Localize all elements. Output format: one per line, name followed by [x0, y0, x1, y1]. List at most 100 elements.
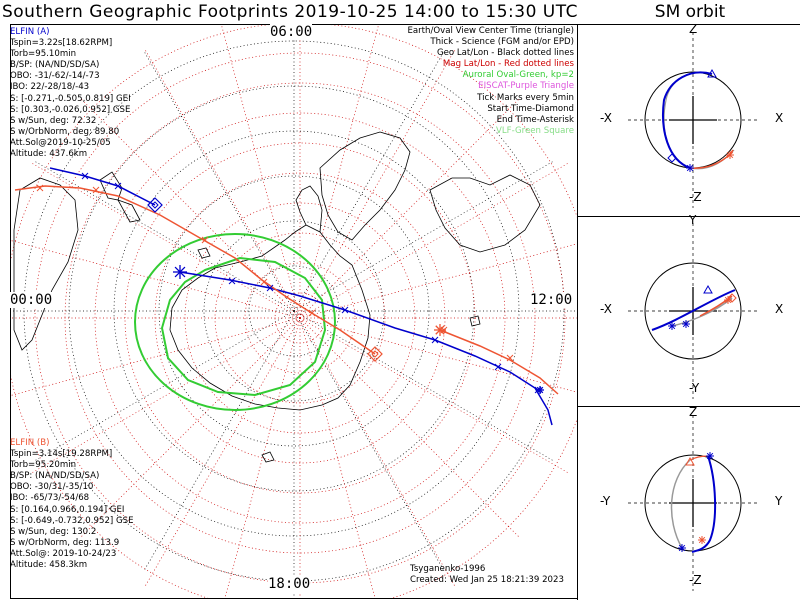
- legend-entry: EISCAT-Purple Triangle: [478, 81, 574, 92]
- elfin-a-info-line: B/SP: (NA/ND/SD/SA): [10, 60, 100, 71]
- polar-map: [11, 25, 577, 598]
- legend-entry: Start Time-Diamond: [487, 103, 574, 114]
- coast-africa: [429, 174, 541, 253]
- mag-lon-line: [299, 25, 379, 319]
- geo-lat-circle: [158, 175, 430, 447]
- mag-lon-line: [299, 243, 577, 319]
- elfin-b-info-line: S w/OrbNorm, deg: 113.9: [10, 537, 120, 548]
- mag-lon-line: [299, 162, 569, 319]
- mag-lon-line: [31, 162, 301, 319]
- elfin-b-tick: [36, 184, 44, 192]
- sm-panel-xz: [628, 32, 760, 208]
- coast-peninsula: [295, 185, 323, 233]
- mag-lon-line: [299, 317, 577, 393]
- clock-label-right: 12:00: [530, 292, 573, 308]
- elfin-a-tick: [228, 277, 236, 285]
- coast-island: [261, 451, 275, 463]
- elfin-a-info: ELFIN (A) Tspin=3.22s[18.62RPM] Torb=95.10…: [10, 27, 131, 160]
- geo-lon-line: [293, 160, 554, 312]
- earth-circle: [644, 262, 742, 360]
- legend-entry: Tick Marks every 5min: [477, 92, 574, 103]
- elfin-a-info-line: Att.Sol@2019-10-25/05: [10, 137, 111, 148]
- elfin-b-info-line: ELFIN (B): [10, 438, 50, 448]
- geo-lat-circle: [248, 265, 340, 357]
- elfin-a-track: [49, 167, 156, 206]
- elfin-b-tick: [506, 354, 514, 362]
- geo-lon-line: [34, 310, 295, 462]
- coast-australia: [13, 177, 79, 351]
- mag-lon-line: [31, 317, 301, 474]
- geo-lon-line: [293, 310, 445, 571]
- sm-axis-label-top: Z: [689, 405, 698, 419]
- elfin-a-tick: [266, 284, 274, 292]
- credit: Tsyganenko-1996 Created: Wed Jan 25 18:2…: [410, 564, 564, 586]
- mag-lon-line: [299, 317, 376, 598]
- elfin-a-end-asterisk: [174, 266, 186, 278]
- elfin-b-info-line: IBO: -65/73/-54/68: [10, 493, 90, 504]
- sm-axis-label-bottom: -Y: [689, 381, 700, 395]
- sm-axis-label-bottom: -Z: [689, 573, 702, 587]
- geo-lon-line: [34, 160, 295, 312]
- geo-lat-circle: [113, 130, 475, 492]
- sm-end-asterisk: [698, 536, 706, 544]
- elfin-a-end-asterisk: [536, 386, 544, 394]
- mag-lon-line: [144, 49, 301, 319]
- elfin-b-info-line: Altitude: 458.3km: [10, 560, 88, 571]
- elfin-b-tick: [201, 236, 209, 244]
- coast-island: [197, 247, 211, 259]
- mag-lon-line: [299, 317, 520, 538]
- elfin-b-track: [439, 329, 559, 395]
- sm-orbit-title: SM orbit: [654, 2, 726, 22]
- mag-lon-line: [299, 317, 456, 587]
- elfin-a-info-line: Torb=95.10min: [10, 49, 77, 60]
- elfin-b-info: ELFIN (B) Tspin=3.14s[19.28RPM] Torb=95.20…: [10, 438, 134, 571]
- coast-south-america: [319, 131, 411, 241]
- coast-new-zealand: [117, 199, 141, 223]
- elfin-a-info-line: S w/Sun, deg: 72.32: [10, 115, 97, 126]
- sm-axis-label-left: -Y: [600, 494, 611, 508]
- sm-axis-label-top: Z: [689, 22, 698, 36]
- sm-end-asterisk: [668, 322, 676, 330]
- sm-end-asterisk: [706, 452, 714, 460]
- sm-orbit-elfin-a: [651, 289, 736, 331]
- geo-lat-circle: [203, 220, 385, 402]
- model-name: Tsyganenko-1996: [410, 564, 486, 574]
- elfin-a-info-line: ELFIN (A): [10, 27, 50, 37]
- sm-orbit-panels: [628, 32, 760, 591]
- clock-label-bottom: 18:00: [268, 576, 311, 592]
- mag-lat-circle: [244, 262, 356, 374]
- mag-lat-circle: [184, 202, 416, 434]
- elfin-a-info-line: Tspin=3.22s[18.62RPM]: [10, 38, 113, 49]
- elfin-a-info-line: IBO: 22/-28/18/-43: [10, 82, 90, 93]
- elfin-b-info-line: Torb=95.20min: [10, 460, 77, 471]
- legend: Earth/Oval View Center Time (triangle) Th…: [407, 26, 574, 137]
- elfin-b-info-line: S w/Sun, deg: 130.2: [10, 526, 97, 537]
- sm-end-asterisk: [724, 296, 732, 304]
- mag-lon-line: [11, 317, 301, 396]
- mag-lon-line: [224, 317, 301, 598]
- elfin-b-info-line: Att.Sol@: 2019-10-24/23: [10, 548, 117, 559]
- sm-end-asterisk: [678, 544, 686, 552]
- map-content: [11, 25, 577, 598]
- auroral-oval-inner: [160, 256, 327, 397]
- elfin-b-end-asterisk: [435, 325, 445, 335]
- sm-view-triangle: [707, 68, 717, 78]
- elfin-b-track: [14, 185, 376, 355]
- sm-panel-yz: [628, 415, 760, 591]
- elfin-b-info-line: Tspin=3.14s[19.28RPM]: [10, 449, 113, 460]
- mag-lon-line: [80, 317, 301, 538]
- clock-label-left: 00:00: [10, 292, 53, 308]
- elfin-b-tick: [92, 186, 100, 194]
- sm-axis-label-left: -X: [600, 111, 612, 125]
- elfin-b-info-line: B/SP: (NA/ND/SD/SA): [10, 471, 100, 482]
- sm-end-asterisk: [726, 151, 734, 159]
- auroral-oval-outer: [134, 233, 336, 411]
- elfin-a-tick: [81, 172, 89, 180]
- mag-lon-line: [299, 317, 569, 474]
- mag-lon-line: [221, 25, 301, 319]
- elfin-a-tick: [341, 306, 349, 314]
- mag-lon-line: [299, 49, 456, 319]
- sm-orbit-gray: [671, 297, 733, 327]
- geo-lon-line: [143, 51, 295, 312]
